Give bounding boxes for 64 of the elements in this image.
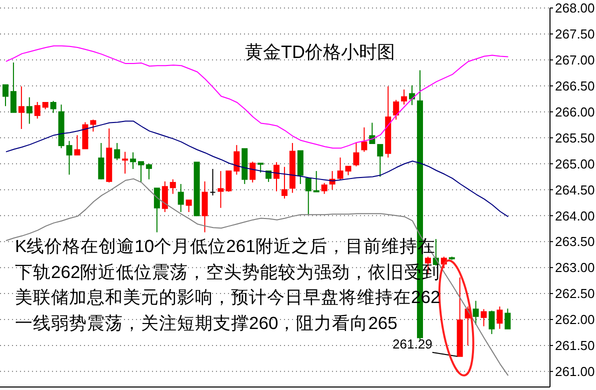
y-tick-label: 264.00	[555, 208, 595, 224]
candlestick	[305, 178, 312, 216]
candlestick	[122, 151, 128, 174]
y-tick-label: 261.50	[555, 338, 595, 354]
candlestick	[353, 142, 360, 167]
candlestick	[258, 162, 264, 174]
text: 黄金TD价格小时图	[244, 41, 396, 64]
candlestick	[26, 96, 32, 124]
y-tick-label: 264.50	[555, 182, 595, 198]
candlestick	[162, 180, 168, 213]
y-tick-label: 265.50	[555, 130, 595, 146]
candlestick	[178, 184, 184, 213]
candlestick	[34, 101, 40, 120]
candlestick	[202, 180, 208, 233]
candlestick	[130, 152, 136, 170]
candlestick	[234, 144, 240, 176]
candlestick	[18, 86, 24, 130]
candlestick	[401, 89, 408, 106]
y-tick-label: 265.00	[555, 156, 595, 172]
candlestick	[250, 161, 256, 183]
candlestick	[10, 62, 16, 113]
candlestick	[281, 166, 288, 200]
candlestick	[313, 170, 320, 192]
candlestick	[82, 122, 88, 150]
candlestick	[218, 170, 224, 208]
candlestick	[50, 100, 56, 114]
candlestick	[472, 300, 479, 326]
candlestick	[114, 142, 120, 161]
candlestick	[274, 162, 280, 192]
candlestick	[496, 306, 503, 330]
line-series	[5, 45, 509, 149]
y-tick-label: 261.00	[555, 364, 595, 380]
y-tick-label: 263.50	[555, 234, 595, 250]
y-tick-label: 266.00	[555, 104, 595, 120]
candlestick	[98, 142, 104, 180]
candlestick	[170, 178, 176, 194]
candlestick	[138, 161, 144, 182]
line-series	[5, 120, 509, 218]
candlestick	[226, 170, 232, 192]
candlestick	[2, 84, 8, 107]
candlestick	[66, 140, 72, 176]
candlestick	[186, 200, 192, 213]
y-tick-label: 262.00	[555, 312, 595, 328]
candlestick	[90, 119, 96, 132]
annotation: 261.29	[392, 336, 432, 352]
y-tick-label: 268.00	[555, 0, 595, 16]
candlestick	[146, 163, 152, 180]
candlestick	[154, 188, 160, 233]
candlestick	[480, 308, 487, 327]
y-tick-label: 267.00	[555, 52, 595, 68]
candlestick	[409, 84, 416, 106]
candlestick	[361, 126, 368, 152]
candlestick	[369, 122, 376, 144]
candlestick	[488, 310, 495, 335]
candlestick	[321, 182, 328, 194]
candlestick	[74, 134, 80, 156]
candlestick	[504, 308, 511, 330]
candlestick	[377, 144, 384, 178]
candlestick	[393, 99, 400, 120]
y-tick-label: 262.50	[555, 286, 595, 302]
candlestick	[210, 168, 216, 196]
y-tick-label: 266.50	[555, 78, 595, 94]
y-tick-label: 267.50	[555, 26, 595, 42]
y-tick-label: 263.00	[555, 260, 595, 276]
